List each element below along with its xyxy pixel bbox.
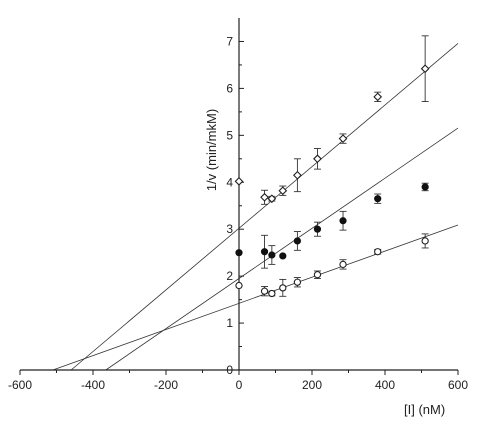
y-tick-label: 6 <box>226 81 233 95</box>
data-point-open-circle <box>279 284 287 292</box>
fit-line-3 <box>52 224 459 371</box>
data-point-diamond <box>234 176 244 186</box>
data-point-open-circle <box>313 271 322 279</box>
data-point-diamond <box>293 170 302 180</box>
y-tick-label: 7 <box>226 34 233 48</box>
y-tick-label: 4 <box>226 175 233 189</box>
data-point-diamond <box>313 154 322 164</box>
fit-lines <box>52 43 459 371</box>
x-tick-label: 600 <box>448 378 468 392</box>
x-tick-label: 400 <box>375 378 395 392</box>
data-point-filled-circle <box>339 217 347 225</box>
y-tick-label: 0 <box>226 363 233 377</box>
data-point-filled-circle <box>235 249 243 257</box>
data-point-open-circle <box>235 281 243 290</box>
markers <box>234 64 430 298</box>
fit-line-2 <box>105 127 459 371</box>
data-point-open-circle <box>268 289 276 298</box>
data-point-diamond <box>420 64 430 74</box>
data-point-open-circle <box>293 278 302 286</box>
x-axis-title: [I] (nM) <box>404 402 445 417</box>
x-tick-label: -400 <box>81 378 105 392</box>
data-point-diamond <box>278 186 288 196</box>
data-point-diamond <box>373 92 383 102</box>
axes <box>19 18 459 375</box>
data-point-filled-circle <box>421 183 429 191</box>
data-point-diamond <box>260 192 269 202</box>
y-tick-label: 5 <box>226 128 233 142</box>
data-point-filled-circle <box>268 251 276 259</box>
data-point-filled-circle <box>260 248 269 256</box>
x-tick-label: 200 <box>302 378 322 392</box>
x-tick-label: -200 <box>154 378 178 392</box>
data-point-filled-circle <box>374 195 382 203</box>
data-point-diamond <box>338 134 348 143</box>
data-point-filled-circle <box>279 252 287 260</box>
y-tick-label: 3 <box>226 222 233 236</box>
data-point-open-circle <box>339 260 347 269</box>
data-point-open-circle <box>260 287 269 295</box>
data-point-diamond <box>267 194 277 204</box>
y-tick-label: 1 <box>226 316 233 330</box>
fit-line-1 <box>70 43 459 371</box>
y-axis-title: 1/v (min/mkM) <box>204 109 219 191</box>
error-bars <box>261 35 429 297</box>
tick-labels: -600 -400 -200 0 200 400 600 0 1 2 3 4 5 6 7 <box>8 34 468 392</box>
data-point-open-circle <box>374 248 382 256</box>
data-point-filled-circle <box>293 237 301 245</box>
y-tick-label: 2 <box>226 269 233 283</box>
data-point-filled-circle <box>313 225 322 233</box>
x-tick-label: 0 <box>236 378 243 392</box>
data-point-open-circle <box>421 237 429 245</box>
x-tick-label: -600 <box>8 378 32 392</box>
